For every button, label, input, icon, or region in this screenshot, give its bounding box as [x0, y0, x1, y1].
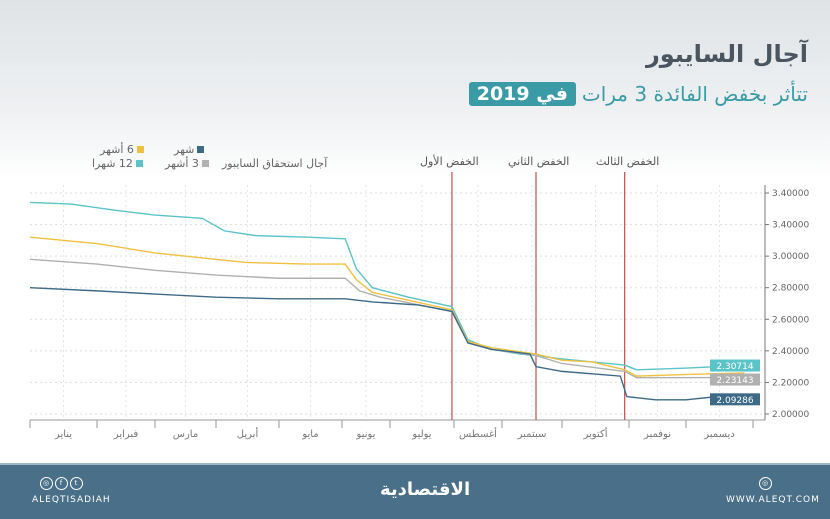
end-value-label: 2.23143: [716, 376, 753, 386]
x-tick-label: أبريل: [237, 427, 259, 440]
x-tick-label: سبتمبر: [517, 429, 547, 440]
subtitle-text: تتأثر بخفض الفائدة 3 مرات: [581, 82, 808, 106]
x-tick-label: نوفمبر: [643, 429, 671, 440]
series-line: [29, 287, 745, 401]
x-tick-label: يوليو: [411, 429, 431, 440]
y-tick-label: 2.60000: [772, 315, 809, 325]
y-tick-label: 3.40000: [772, 189, 809, 199]
y-tick-label: 3.40000: [772, 221, 809, 231]
legend-swatch: [135, 160, 143, 167]
line-chart: 3.40000 3.40000 3.00000 2.80000 2.60000 2.400…: [29, 172, 809, 440]
end-value-badge: [710, 359, 760, 372]
legend-label: 3 أشهر: [165, 157, 199, 170]
x-tick-label: أكتوبر: [582, 427, 607, 440]
series-line: [29, 201, 745, 371]
social-icons: ◎ f t: [40, 477, 85, 490]
footer: ◎ f t ALEQTISADIAH الاقتصادية ◎ WWW.ALEQT.…: [0, 463, 830, 519]
facebook-icon[interactable]: f: [55, 477, 68, 490]
x-tick-label: مايو: [301, 429, 318, 440]
annotation-label-3: الخفض الثالث: [596, 155, 660, 168]
x-tick-label: يونيو: [356, 429, 376, 440]
social-handle: ALEQTISADIAH: [32, 495, 111, 505]
end-value-label: 2.09286: [716, 396, 753, 406]
y-tick-label: 3.00000: [772, 252, 809, 262]
series-line: [29, 258, 745, 379]
legend-label: 12 شهرا: [92, 157, 133, 170]
legend-swatch: [197, 146, 205, 153]
end-value-badge: [710, 393, 760, 406]
end-value-badge: [710, 373, 760, 386]
annotation-label-2: الخفض الثاني: [508, 155, 570, 168]
legend-item-6m: 6 أشهر: [100, 143, 144, 156]
page-title: آجال السايبور: [645, 40, 808, 68]
series-line: [29, 236, 745, 377]
legend-label: شهر: [174, 143, 195, 156]
x-tick-label: ديسمبر: [703, 429, 734, 440]
subtitle: تتأثر بخفض الفائدة 3 مرات في 2019: [468, 82, 808, 106]
brand-logo: الاقتصادية: [380, 479, 471, 500]
legend-item-12m: 12 شهرا: [92, 157, 143, 170]
legend-swatch: [201, 160, 209, 167]
legend-swatch: [136, 146, 144, 153]
subtitle-year-badge: في 2019: [468, 82, 576, 106]
legend-title: آجال استحقاق السايبور: [222, 157, 328, 170]
y-tick-label: 2.80000: [772, 284, 809, 294]
x-tick-label: فبراير: [113, 429, 139, 440]
website-link[interactable]: WWW.ALEQT.COM: [726, 495, 820, 505]
legend-label: 6 أشهر: [100, 143, 134, 156]
y-tick-label: 2.20000: [772, 378, 809, 388]
x-tick-label: مارس: [173, 429, 198, 440]
y-tick-label: 2.00000: [772, 410, 809, 420]
y-tick-label: 2.40000: [772, 347, 809, 357]
end-value-label: 2.30714: [716, 362, 753, 372]
x-tick-label: أغسطس: [459, 427, 497, 440]
instagram-icon[interactable]: ◎: [40, 477, 53, 490]
legend-item-1m: شهر: [174, 143, 205, 156]
web-icon: ◎: [759, 477, 774, 490]
twitter-icon[interactable]: t: [70, 477, 83, 490]
x-tick-label: يناير: [54, 429, 72, 440]
legend-item-3m: 3 أشهر: [165, 157, 209, 170]
annotation-label-1: الخفض الأول: [420, 155, 479, 168]
